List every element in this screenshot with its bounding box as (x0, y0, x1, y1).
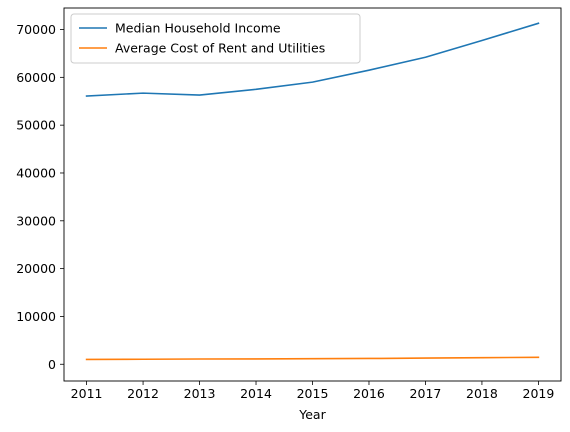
x-axis-title: Year (298, 407, 326, 422)
legend-label-average-cost-of-rent-and-utilities: Average Cost of Rent and Utilities (115, 41, 325, 56)
y-tick-label: 30000 (16, 213, 56, 228)
y-tick-label: 50000 (16, 118, 56, 133)
x-tick-label: 2016 (353, 386, 385, 401)
plot-area (64, 8, 561, 381)
y-tick-label: 0 (48, 357, 56, 372)
x-tick-label: 2018 (466, 386, 498, 401)
y-tick-label: 40000 (16, 165, 56, 180)
series-line-median-household-income (85, 22, 540, 97)
x-tick-label: 2014 (240, 386, 272, 401)
x-axis: 2011 2012 2013 2014 2015 2016 2017 2018 2019 (71, 381, 555, 401)
y-tick-label: 10000 (16, 309, 56, 324)
x-tick-label: 2019 (523, 386, 555, 401)
series-line-average-cost-of-rent-and-utilities (85, 356, 540, 361)
x-tick-label: 2011 (71, 386, 103, 401)
y-axis: 0 10000 20000 30000 40000 50000 60000 70000 (16, 22, 64, 372)
x-tick-label: 2017 (410, 386, 442, 401)
y-tick-label: 60000 (16, 70, 56, 85)
x-tick-label: 2013 (184, 386, 216, 401)
legend-box (70, 13, 361, 64)
y-tick-label: 70000 (16, 22, 56, 37)
legend-label-median-household-income: Median Household Income (115, 21, 281, 36)
legend: Median Household Income Average Cost of … (70, 13, 361, 64)
x-tick-label: 2015 (297, 386, 329, 401)
series-layer (85, 22, 540, 361)
y-tick-label: 20000 (16, 261, 56, 276)
x-tick-label: 2012 (127, 386, 159, 401)
